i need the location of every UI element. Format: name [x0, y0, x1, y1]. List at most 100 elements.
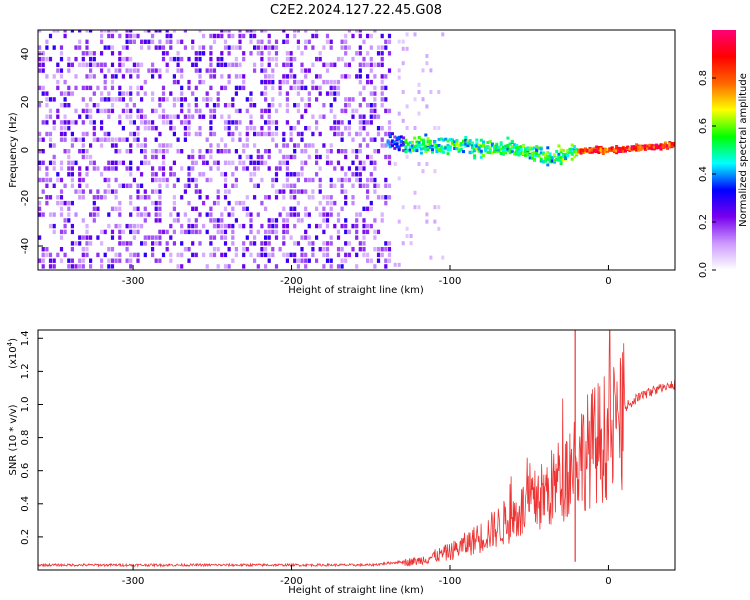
spectrogram-cell — [293, 85, 297, 91]
spectrogram-cell — [421, 68, 425, 73]
spectrogram-cell — [63, 33, 67, 39]
spectrogram-cell — [92, 74, 96, 79]
spectrogram-cell — [564, 157, 568, 160]
spectrogram-cell — [340, 39, 344, 44]
spectrogram-cell — [289, 137, 293, 142]
spectrogram-cell — [169, 258, 173, 263]
spectrogram-cell — [641, 146, 645, 150]
spectrogram-cell — [52, 74, 56, 79]
spectrogram-cell — [38, 131, 42, 137]
spectrogram-cell — [399, 139, 403, 143]
spectrogram-cell — [151, 39, 155, 44]
spectrogram-cell — [599, 145, 603, 149]
spectrogram-cell — [373, 74, 377, 79]
spectrogram-cell — [103, 189, 107, 194]
spectrogram-cell — [336, 229, 341, 235]
spectrogram-cell — [125, 103, 129, 108]
spectrogram-cell — [140, 120, 144, 125]
spectrogram-cell — [114, 206, 118, 211]
spectrogram-cell — [253, 68, 257, 73]
spectrogram-cell — [194, 68, 198, 73]
spectrogram-cell — [351, 247, 355, 252]
spectrogram-cell — [132, 206, 136, 211]
spectrogram-cell — [307, 103, 311, 108]
spectrogram-cell — [81, 252, 85, 258]
spectrogram-cell — [223, 195, 228, 200]
spectrogram-cell — [362, 39, 366, 44]
spectrogram-cell — [344, 189, 348, 194]
spectrogram-cell — [344, 149, 348, 154]
spectrogram-cell — [67, 154, 71, 160]
spectrogram-cell — [48, 252, 53, 258]
spectrogram-cell — [285, 79, 289, 85]
spectrogram-cell — [242, 51, 246, 56]
spectrogram-cell — [615, 145, 619, 148]
spectrogram-cell — [81, 258, 85, 263]
spectrogram-cell — [70, 183, 74, 188]
spectrogram-cell — [242, 85, 246, 91]
spectrogram-cell — [340, 183, 344, 188]
spectrogram-cell — [129, 74, 133, 79]
spectrogram-cell — [504, 148, 508, 152]
spectrogram-cell — [336, 91, 341, 96]
spectrogram-cell — [366, 177, 370, 183]
spectrogram-cell — [285, 154, 289, 160]
spectrogram-cell — [619, 150, 623, 153]
spectrogram-cell — [553, 153, 556, 157]
spectrogram-cell — [588, 150, 592, 154]
spectrogram-cell — [56, 62, 60, 67]
spectrogram-cell — [41, 212, 45, 217]
spectrogram-cell — [657, 146, 661, 150]
spectrogram-cell — [300, 172, 304, 177]
spectrogram-cell — [100, 39, 104, 44]
spectrogram-cell — [632, 145, 636, 149]
y-tick-label: -20 — [20, 190, 31, 206]
spectrogram-cell — [307, 91, 311, 96]
spectrogram-cell — [358, 149, 362, 154]
spectrogram-cell — [307, 97, 311, 102]
spectrogram-cell — [300, 68, 304, 73]
spectrogram-cell — [70, 229, 74, 235]
spectrogram-cell — [417, 162, 421, 166]
spectrogram-cell — [209, 56, 213, 62]
spectrogram-cell — [344, 252, 348, 258]
spectrogram-cell — [380, 137, 384, 142]
spectrogram-cell — [253, 62, 257, 67]
spectrogram-cell — [296, 264, 300, 269]
spectrogram-cell — [187, 120, 191, 125]
spectrogram-cell — [384, 264, 388, 269]
spectrogram-cell — [541, 159, 545, 163]
spectrogram-cell — [158, 131, 162, 137]
spectrogram-cell — [129, 252, 133, 258]
spectrogram-cell — [274, 120, 279, 125]
spectrogram-cell — [136, 91, 140, 96]
spectrogram-cell — [264, 131, 268, 137]
spectrogram-cell — [45, 103, 49, 108]
spectrogram-cell — [366, 143, 370, 148]
spectrogram-cell — [648, 146, 652, 150]
spectrogram-cell — [103, 79, 107, 85]
spectrogram-cell — [462, 150, 465, 154]
spectrogram-cell — [140, 143, 144, 148]
spectrogram-cell — [231, 172, 235, 177]
spectrogram-cell — [325, 200, 330, 206]
spectrogram-cell — [209, 74, 213, 79]
spectrogram-cell — [336, 120, 341, 125]
spectrogram-cell — [624, 147, 627, 150]
spectrogram-cell — [362, 229, 366, 235]
spectrogram-cell — [256, 166, 260, 171]
spectrogram-cell — [183, 212, 187, 217]
spectrogram-cell — [245, 206, 249, 211]
spectrogram-cell — [110, 108, 115, 114]
spectrogram-cell — [336, 126, 341, 131]
spectrogram-cell — [191, 91, 195, 96]
spectrogram-cell — [437, 147, 441, 151]
spectrogram-cell — [238, 74, 242, 79]
spectrogram-cell — [125, 183, 129, 188]
spectrogram-cell — [154, 45, 158, 50]
spectrogram-cell — [282, 218, 286, 223]
spectrogram-cell — [121, 160, 125, 165]
spectrogram-cell — [333, 183, 337, 188]
spectrogram-cell — [114, 149, 118, 154]
spectrogram-cell — [52, 166, 56, 171]
